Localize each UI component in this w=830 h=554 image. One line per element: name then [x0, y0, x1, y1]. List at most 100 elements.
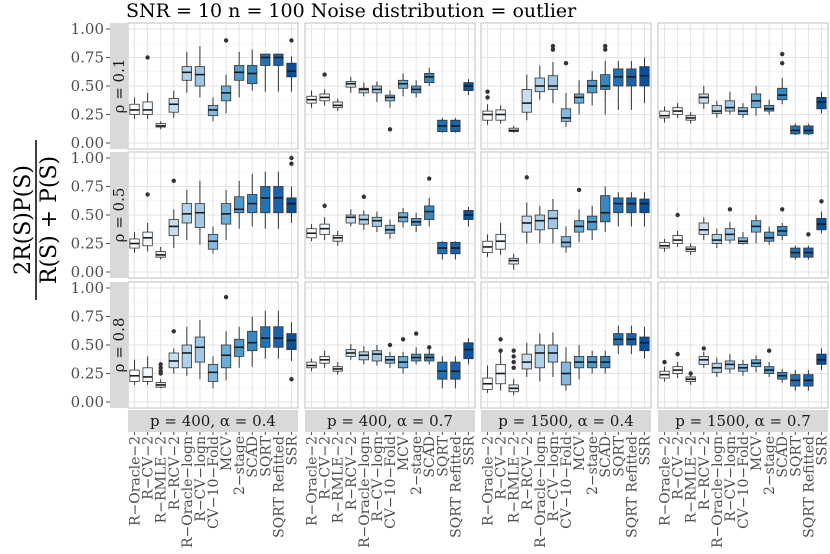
box-r-oracle-logn — [711, 233, 722, 244]
box-r-cv-logn — [547, 75, 559, 90]
outlier-point — [727, 207, 733, 212]
box-r-rcv-2 — [345, 214, 356, 224]
x-tick-label: SQRT — [611, 435, 627, 476]
x-tick-label: R−Oracle−2 — [658, 436, 674, 526]
box-mcv — [573, 93, 585, 104]
x-tick-label: SSR — [284, 436, 300, 466]
outlier-point — [158, 371, 163, 376]
outlier-point — [675, 351, 680, 357]
y-tick-label: 0.25 — [71, 365, 104, 383]
x-tick-label: R−CV−2 — [671, 436, 687, 500]
y-tick-label: 1.00 — [71, 279, 104, 297]
outlier-point — [819, 199, 824, 204]
box-cv-10-fold — [560, 108, 572, 122]
box-sqrt-refitted — [626, 197, 637, 214]
y-tick-label: 0.75 — [71, 308, 104, 326]
x-tick-label: R−RMLE−2 — [507, 436, 523, 523]
x-tick-label: R−CV−2 — [318, 436, 334, 500]
box-sqrt — [260, 186, 271, 214]
x-tick-label: R−RCV−2 — [697, 436, 713, 510]
outlier-point — [511, 365, 516, 370]
x-tick-label: SQRT Refitted — [624, 436, 640, 538]
outlier-point — [400, 337, 406, 342]
column-strip — [658, 410, 828, 432]
row-strip-label: ρ = 0.1 — [110, 59, 128, 114]
box-2-stage — [234, 196, 245, 214]
outlier-point — [806, 232, 811, 237]
x-tick-label: 2−stage — [232, 436, 248, 495]
x-tick-label: SCAD — [422, 436, 438, 478]
y-tick-label: 1.00 — [71, 20, 104, 38]
box-r-oracle-2 — [659, 110, 670, 119]
box-sqrt — [260, 326, 271, 348]
outlier-point — [662, 359, 667, 365]
outlier-point — [145, 192, 150, 197]
outlier-point — [427, 176, 432, 181]
outlier-point — [322, 72, 327, 77]
outlier-point — [158, 362, 163, 367]
y-tick-label: 0.50 — [71, 206, 104, 224]
box-ssr — [463, 342, 474, 360]
box-r-rcv-2 — [698, 93, 709, 104]
box-scad — [247, 65, 258, 85]
x-tick-label: SQRT — [435, 435, 451, 476]
x-tick-label: SQRT — [788, 435, 804, 476]
box-2-stage — [587, 215, 598, 231]
box-sqrt-refitted — [273, 326, 284, 348]
x-tick-label: R−RCV−2 — [520, 436, 536, 510]
y-tick-label: 0.50 — [71, 77, 104, 95]
box-r-rcv-2 — [168, 219, 179, 236]
outlier-point — [563, 61, 569, 66]
y-axis-label-numerator: 2R(S)P(S) — [11, 165, 36, 275]
y-tick-label: 0.25 — [71, 235, 104, 253]
outlier-point — [550, 43, 556, 49]
box-r-oracle-2 — [482, 110, 493, 121]
box-sqrt-refitted — [273, 53, 284, 66]
outlier-point — [511, 348, 516, 353]
box-r-rcv-2 — [698, 222, 709, 235]
outlier-point — [576, 187, 582, 193]
x-tick-label: SSR — [814, 436, 830, 466]
x-tick-label: CV−10−Fold — [383, 436, 399, 529]
box-r-cv-logn — [724, 100, 736, 112]
chart-title: SNR = 10 n = 100 Noise distribution = ou… — [126, 0, 577, 22]
x-tick-label: R−CV−2 — [141, 436, 157, 500]
outlier-point — [485, 95, 490, 100]
x-tick-label: SCAD — [598, 436, 614, 478]
outlier-point — [289, 377, 294, 382]
outlier-point — [511, 359, 516, 365]
box-r-cv-2 — [142, 231, 153, 247]
outlier-point — [427, 345, 432, 350]
x-tick-label: MCV — [219, 435, 235, 471]
box-r-cv-logn — [194, 203, 206, 228]
box-scad — [247, 330, 258, 352]
outlier-point — [780, 207, 785, 212]
x-tick-label: R−Oracle−logn — [710, 436, 726, 548]
box-r-cv-logn — [547, 210, 559, 230]
x-tick-label: SCAD — [775, 436, 791, 478]
box-2-stage — [764, 231, 775, 242]
y-axis-label-denominator: R(S) + P(S) — [37, 156, 62, 284]
outlier-point — [675, 212, 680, 218]
x-tick-label: 2−stage — [585, 436, 601, 495]
outlier-point — [223, 38, 229, 43]
y-tick-label: 0.00 — [71, 134, 104, 152]
y-tick-label: 0.00 — [71, 263, 104, 281]
box-r-rcv-2 — [521, 215, 532, 233]
outlier-point — [289, 38, 294, 43]
box-r-oracle-logn — [534, 77, 545, 93]
column-strip — [481, 410, 651, 432]
box-r-cv-2 — [142, 101, 153, 115]
x-tick-label: SCAD — [245, 436, 261, 478]
x-tick-label: MCV — [396, 435, 412, 471]
outlier-point — [780, 61, 785, 66]
y-tick-label: 0.50 — [71, 336, 104, 354]
outlier-point — [171, 329, 176, 334]
box-r-rcv-2 — [521, 89, 532, 113]
x-tick-label: R−RMLE−2 — [684, 436, 700, 523]
outlier-point — [145, 55, 150, 60]
outlier-point — [223, 294, 229, 300]
box-ssr — [639, 198, 650, 214]
y-tick-label: 1.00 — [71, 149, 104, 167]
